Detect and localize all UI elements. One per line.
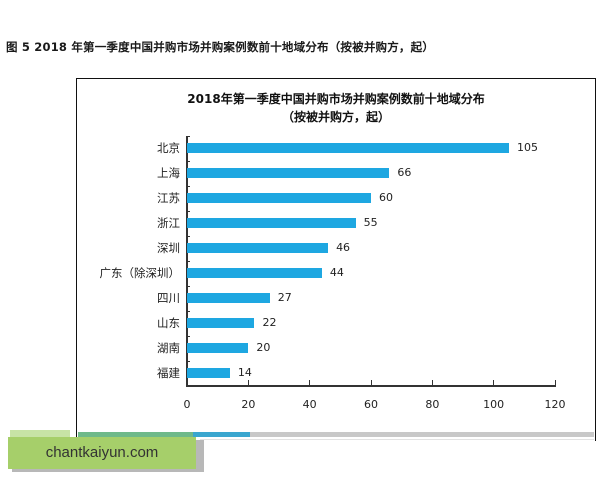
y-tick [186,260,190,262]
x-tick-label: 40 [302,398,317,411]
category-label: 北京 [157,141,180,155]
y-tick [186,235,190,237]
bar [187,168,390,178]
x-tick-label: 80 [425,398,440,411]
x-tick [247,380,249,385]
y-tick [186,335,190,337]
bar-value-label: 44 [329,266,344,279]
category-label: 浙江 [157,216,180,230]
chart-frame [76,78,596,441]
chart-title-main: 2018年第一季度中国并购市场并购案例数前十地域分布 [187,92,485,106]
bar-value-label: 22 [262,316,277,329]
y-tick [186,185,190,187]
bar-value-label: 20 [256,341,271,354]
category-label: 湖南 [157,341,180,355]
y-tick [186,135,190,137]
x-tick [493,380,495,385]
bar-value-label: 55 [363,216,378,229]
category-label: 山东 [157,316,180,330]
x-tick [309,380,311,385]
bar-value-label: 14 [237,366,252,379]
bar [187,343,249,353]
x-tick-label: 0 [183,398,191,411]
category-label: 上海 [157,166,180,180]
y-tick [186,360,190,362]
category-label: 深圳 [157,241,180,255]
x-axis-line [186,385,556,387]
category-label: 广东（除深圳） [99,266,181,280]
bar [187,293,270,303]
y-tick [186,310,190,312]
bar-value-label: 105 [517,141,538,154]
bar [187,243,329,253]
y-tick [186,210,190,212]
bar-value-label: 66 [397,166,412,179]
x-tick-label: 100 [483,398,505,411]
x-tick [186,380,188,385]
x-tick [554,380,556,385]
bottom-rule [200,439,594,440]
x-tick [431,380,433,385]
bar [187,368,230,378]
bar [187,143,509,153]
chart-subtitle: （按被并购方，起） [281,110,390,124]
scrollbar-overlay [78,432,193,437]
category-label: 四川 [157,291,180,305]
x-tick [370,380,372,385]
bar-value-label: 60 [379,191,393,204]
bar-value-label: 46 [336,241,351,254]
horizontal-scrollbar-track[interactable] [78,432,594,437]
y-tick [186,160,190,162]
bar [187,318,255,328]
category-label: 福建 [157,366,180,380]
y-tick [186,285,190,287]
category-label: 江苏 [157,191,180,205]
x-tick-label: 20 [241,398,256,411]
bar [187,218,356,228]
bar [187,193,371,203]
bar [187,268,322,278]
chart-title: 2018年第一季度中国并购市场并购案例数前十地域分布 （按被并购方，起） [76,90,596,126]
x-tick-label: 60 [364,398,378,411]
x-tick-label: 120 [544,398,566,411]
watermark-top-strip [10,430,70,438]
bar-value-label: 27 [277,291,292,304]
figure-caption: 图 5 2018 年第一季度中国并购市场并购案例数前十地域分布（按被并购方，起） [6,40,435,54]
watermark: chantkaiyun.com [8,437,196,469]
